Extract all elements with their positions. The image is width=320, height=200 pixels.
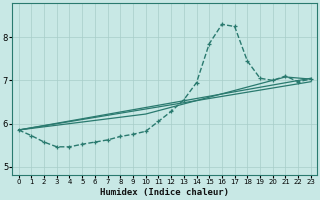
X-axis label: Humidex (Indice chaleur): Humidex (Indice chaleur)	[100, 188, 229, 197]
